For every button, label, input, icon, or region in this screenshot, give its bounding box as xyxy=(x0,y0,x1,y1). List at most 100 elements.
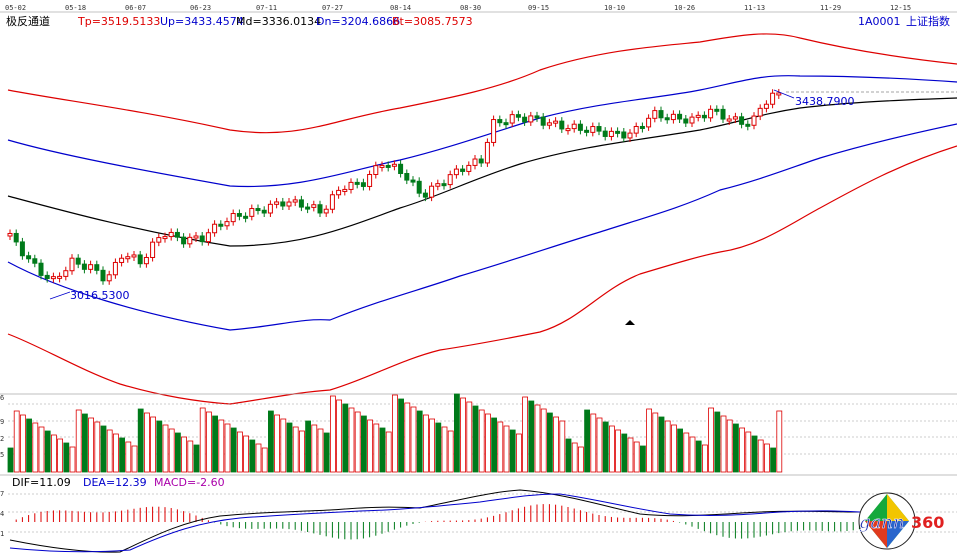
volume-bar xyxy=(646,408,652,473)
date-axis: 05-02 05-18 06-07 06-23 07-11 07-27 08-14 08-30… xyxy=(0,4,957,13)
candle-body xyxy=(32,258,38,264)
candle-body xyxy=(94,264,100,271)
candle-body xyxy=(336,189,342,196)
date-label: 07-27 xyxy=(322,4,343,12)
date-label: 10-26 xyxy=(674,4,695,12)
volume-bar xyxy=(212,415,219,473)
volume-bar xyxy=(305,420,312,473)
volume-bar xyxy=(162,424,169,473)
candle-body xyxy=(199,235,205,243)
volume-bar xyxy=(534,404,541,473)
candle-body xyxy=(639,125,645,129)
macd-tick-2: 4 xyxy=(0,510,4,518)
volume-bar xyxy=(385,431,392,473)
volume-bar xyxy=(32,422,39,473)
tp-band-line xyxy=(7,33,957,134)
volume-bar xyxy=(590,413,597,473)
candle-body xyxy=(515,114,521,118)
volume-bar xyxy=(509,429,516,473)
volume-bar xyxy=(416,410,423,473)
candle-body xyxy=(261,209,267,214)
volume-bar xyxy=(596,417,603,473)
candle-body xyxy=(119,257,125,263)
candle-body xyxy=(608,130,614,137)
volume-bar xyxy=(379,427,386,473)
bt-value: Bt=3085.7573 xyxy=(392,15,473,28)
macd-tick-1: 7 xyxy=(0,490,4,498)
macd-label: MACD=-2.60 xyxy=(154,476,225,489)
candle-body xyxy=(26,255,32,260)
volume-bar xyxy=(578,446,584,473)
volume-bar xyxy=(156,420,163,473)
volume-bar xyxy=(131,445,138,473)
volume-bar xyxy=(7,447,14,473)
svg-text:gann: gann xyxy=(859,512,904,533)
volume-bar xyxy=(57,438,63,473)
dea-label: DEA=12.39 xyxy=(83,476,147,489)
candle-body xyxy=(398,163,404,174)
volume-bar xyxy=(224,423,231,473)
volume-bar xyxy=(497,421,504,473)
channel-bands xyxy=(7,33,957,405)
volume-bar xyxy=(106,429,113,473)
volume-bar xyxy=(776,410,783,473)
volume-bar xyxy=(404,402,411,473)
candle-body xyxy=(460,168,466,172)
candle-body xyxy=(7,232,13,237)
volume-bar xyxy=(429,418,436,473)
candle-body xyxy=(732,116,738,120)
volume-bar xyxy=(230,427,237,473)
arrow-marker-icon xyxy=(625,320,635,325)
candle-body xyxy=(112,261,118,276)
candle-body xyxy=(596,126,602,132)
vol-tick-2: 9 xyxy=(0,418,4,426)
candle-body xyxy=(150,241,156,258)
date-label: 06-23 xyxy=(190,4,211,12)
volume-bar xyxy=(26,418,33,473)
volume-bar xyxy=(119,437,125,473)
candle-body xyxy=(255,208,261,212)
index-name: 上证指数 xyxy=(906,14,950,28)
candle-body xyxy=(360,182,366,187)
candle-body xyxy=(577,123,583,131)
volume-bar xyxy=(447,430,454,473)
volume-bar xyxy=(422,414,429,473)
volume-bar xyxy=(565,438,572,473)
volume-bar xyxy=(168,428,175,473)
volume-bar xyxy=(540,408,547,473)
candle-body xyxy=(367,173,373,187)
candle-body xyxy=(249,208,255,217)
candle-body xyxy=(57,275,63,279)
gann360-logo: gann 360 xyxy=(853,491,953,551)
high-label: 3438.7900 xyxy=(795,95,855,108)
volume-bar xyxy=(125,441,132,473)
candle-body xyxy=(125,256,131,260)
dif-label: DIF=11.09 xyxy=(12,476,71,489)
candle-body xyxy=(701,114,707,119)
candle-body xyxy=(174,231,180,238)
candle-body xyxy=(13,232,19,243)
candle-body xyxy=(243,215,249,219)
volume-bar xyxy=(751,435,758,473)
date-label: 06-07 xyxy=(125,4,146,12)
date-label: 05-02 xyxy=(5,4,26,12)
candle-body xyxy=(81,263,87,270)
candle-body xyxy=(484,141,490,164)
candle-body xyxy=(236,213,242,217)
candle-body xyxy=(391,163,397,167)
candle-body xyxy=(168,231,174,238)
candle-body xyxy=(416,180,422,194)
candle-body xyxy=(38,262,44,276)
volume-bar xyxy=(255,443,262,473)
volume-bar xyxy=(627,437,634,473)
candle-body xyxy=(565,128,571,132)
candle-body xyxy=(726,118,732,122)
candle-body xyxy=(664,117,670,121)
candle-body xyxy=(422,192,428,198)
volume-bar xyxy=(453,393,460,473)
volume-bar xyxy=(391,394,398,473)
candle-body xyxy=(379,164,385,168)
volume-bar xyxy=(695,440,702,473)
candle-body xyxy=(584,129,590,133)
